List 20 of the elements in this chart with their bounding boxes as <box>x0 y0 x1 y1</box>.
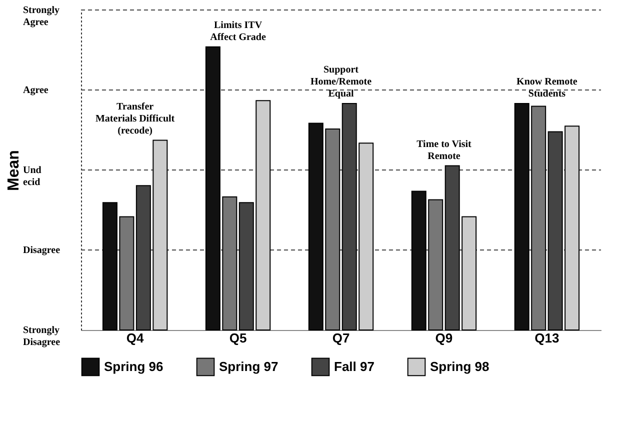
text: Agree <box>23 85 49 96</box>
x-tick-label: Q9 <box>435 330 453 346</box>
text: Limits ITV Affect Grade <box>210 20 266 43</box>
legend-label: Fall 97 <box>334 358 374 374</box>
annotation: Support Home/Remote Equal <box>310 64 372 100</box>
text: Disagree <box>23 245 61 256</box>
legend-label: Spring 98 <box>430 358 490 374</box>
annotation: Know Remote Students <box>516 76 578 100</box>
x-tick-label: Q5 <box>229 330 247 346</box>
annotation: Time to Visit Remote <box>416 138 472 162</box>
text: Strongly Agree <box>23 5 60 28</box>
text: Strongly Disagree <box>23 325 61 348</box>
x-tick-label: Q4 <box>126 330 144 346</box>
annotation: Transfer Materials Difficult (recode) <box>95 101 176 136</box>
x-tick-label: Q13 <box>534 330 560 346</box>
x-tick-label: Q7 <box>332 330 350 346</box>
text: Und ecid <box>23 165 42 188</box>
y-axis-title: Mean <box>6 150 22 191</box>
legend-label: Spring 96 <box>104 358 164 374</box>
legend-label: Spring 97 <box>219 358 278 374</box>
